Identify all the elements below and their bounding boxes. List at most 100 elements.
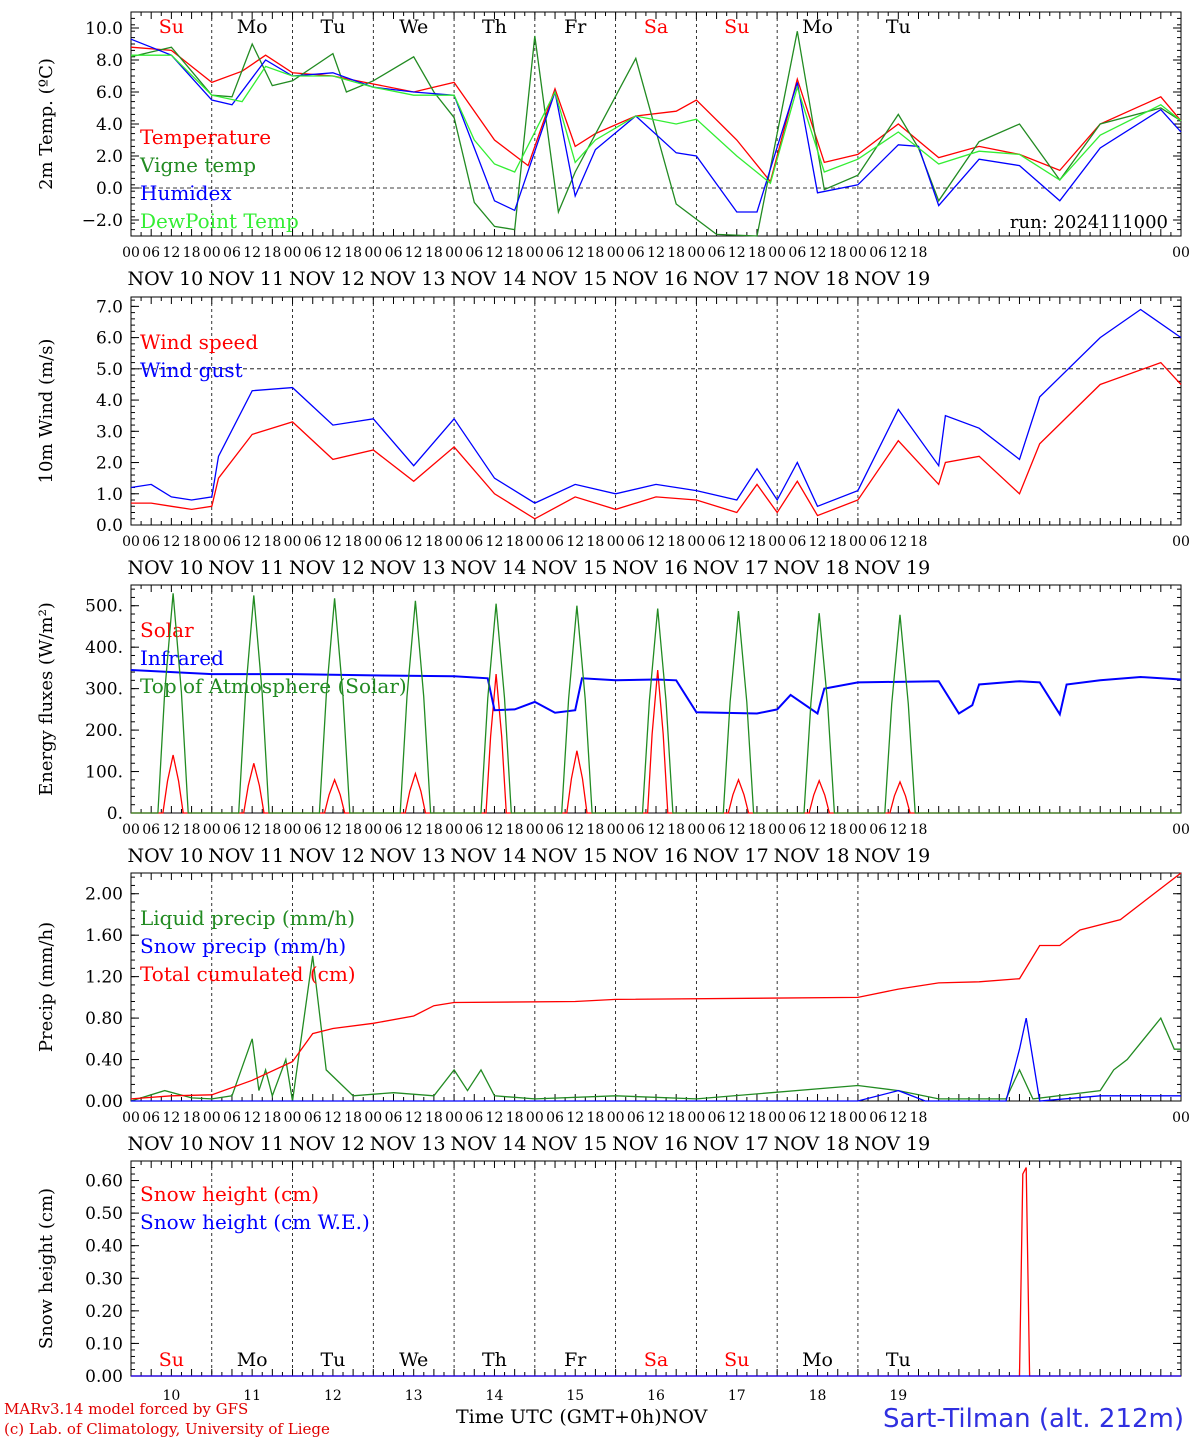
y-tick-label: 1.60 — [85, 926, 123, 946]
x-tick-label: 06 — [546, 1110, 564, 1126]
x-tick-label: 00 — [849, 1110, 867, 1126]
plot-frame — [130, 11, 1182, 237]
date-label: NOV 19 — [854, 1133, 930, 1155]
x-tick-label: 12 — [324, 245, 342, 261]
x-tick-label: 12 — [647, 534, 665, 550]
y-tick-label: 7.0 — [96, 297, 123, 317]
x-tick-label: 00 — [1172, 534, 1190, 550]
day-number: 10 — [162, 1388, 180, 1404]
day-number: 17 — [728, 1388, 746, 1404]
panel-energy: 500. 400. 300. 200. 100. 0. Energy fluxes (W/m… — [36, 584, 1190, 867]
x-tick-label: 06 — [869, 245, 887, 261]
x-tick-label: 00 — [203, 534, 221, 550]
series-line-snow-precip-mm-h- — [131, 1017, 1181, 1102]
x-tick-label: 12 — [324, 1110, 342, 1126]
day-number: 18 — [809, 1388, 827, 1404]
y-axis-label: Energy fluxes (W/m²) — [36, 602, 57, 796]
x-tick-label: 12 — [243, 534, 261, 550]
legend-entry: DewPoint Temp — [140, 209, 299, 233]
x-tick-label: 06 — [465, 245, 483, 261]
x-axis-label: Time UTC (GMT+0h)NOV — [456, 1406, 707, 1428]
x-tick-label: 06 — [546, 534, 564, 550]
weekday-label: Tu — [886, 16, 911, 38]
date-label: NOV 11 — [208, 557, 284, 579]
date-label: NOV 17 — [693, 1133, 769, 1155]
x-tick-label: 18 — [506, 245, 524, 261]
x-tick-label: 06 — [142, 245, 160, 261]
legend-entry: Temperature — [140, 125, 271, 149]
y-tick-label: 0.80 — [85, 1009, 123, 1029]
day-number: 19 — [889, 1388, 907, 1404]
x-tick-label: 06 — [708, 245, 726, 261]
x-tick-label: 12 — [486, 245, 504, 261]
weekday-label: We — [399, 16, 428, 38]
series-line-wind-gust — [130, 308, 1182, 508]
x-tick-label: 00 — [687, 822, 705, 838]
x-tick-label: 06 — [788, 1110, 806, 1126]
y-tick-label: 8.0 — [96, 51, 123, 71]
date-label: NOV 11 — [208, 268, 284, 290]
x-tick-label: 12 — [243, 1110, 261, 1126]
x-tick-label: 12 — [162, 245, 180, 261]
x-tick-label: 06 — [142, 822, 160, 838]
credit-line-2: (c) Lab. of Climatology, University of L… — [4, 1420, 330, 1438]
y-tick-label: −2.0 — [82, 211, 123, 231]
station-name: Sart-Tilman (alt. 212m) — [883, 1404, 1184, 1434]
x-tick-label: 12 — [647, 245, 665, 261]
y-tick-label: 0.50 — [85, 1204, 123, 1224]
x-tick-label: 00 — [687, 245, 705, 261]
x-tick-label: 12 — [889, 822, 907, 838]
x-tick-label: 18 — [587, 822, 605, 838]
x-tick-label: 00 — [122, 534, 140, 550]
x-tick-label: 06 — [304, 245, 322, 261]
x-tick-label: 18 — [910, 1110, 928, 1126]
series-line-wind-speed — [131, 361, 1182, 520]
x-tick-label: 06 — [546, 822, 564, 838]
x-tick-label: 18 — [667, 822, 685, 838]
x-tick-label: 06 — [627, 1110, 645, 1126]
x-tick-label: 06 — [304, 534, 322, 550]
weekday-label: Sa — [644, 16, 668, 38]
x-tick-label: 18 — [910, 822, 928, 838]
x-tick-label: 12 — [243, 245, 261, 261]
series-line-temperature — [130, 46, 1182, 184]
y-tick-label: 2.00 — [85, 885, 123, 905]
x-tick-label: 00 — [1172, 822, 1190, 838]
date-label: NOV 13 — [370, 557, 446, 579]
date-label: NOV 12 — [289, 268, 365, 290]
legend-entry: Solar — [140, 618, 194, 642]
date-label: NOV 13 — [370, 1133, 446, 1155]
panel-precip: 2.00 1.60 1.20 0.80 0.40 0.00 Precip (mm/h) Liq… — [36, 872, 1190, 1155]
date-label: NOV 13 — [370, 845, 446, 867]
x-tick-label: 06 — [708, 1110, 726, 1126]
x-tick-label: 12 — [728, 822, 746, 838]
x-tick-label: 00 — [122, 822, 140, 838]
y-tick-label: 6.0 — [96, 83, 123, 103]
x-tick-label: 12 — [647, 822, 665, 838]
x-tick-label: 18 — [183, 534, 201, 550]
credit-line-1: MARv3.14 model forced by GFS — [4, 1400, 249, 1418]
y-tick-label: 0.30 — [85, 1269, 123, 1289]
x-tick-label: 06 — [465, 534, 483, 550]
x-tick-label: 12 — [809, 1110, 827, 1126]
x-tick-label: 00 — [687, 534, 705, 550]
y-tick-label: 0.60 — [85, 1172, 123, 1192]
x-tick-label: 00 — [687, 1110, 705, 1126]
date-label: NOV 18 — [774, 268, 850, 290]
weekday-label: Su — [159, 16, 184, 38]
x-tick-label: 00 — [445, 1110, 463, 1126]
day-number: 11 — [243, 1388, 261, 1404]
x-tick-label: 00 — [445, 245, 463, 261]
x-tick-label: 00 — [607, 822, 625, 838]
x-tick-label: 12 — [405, 1110, 423, 1126]
x-tick-label: 18 — [587, 245, 605, 261]
y-axis-label: Precip (mm/h) — [36, 922, 57, 1052]
x-tick-label: 18 — [263, 822, 281, 838]
x-tick-label: 06 — [708, 822, 726, 838]
series-line-top-of-atmosphere-solar- — [131, 593, 1181, 814]
run-label: run: 2024111000 — [1010, 212, 1168, 233]
x-tick-label: 06 — [385, 822, 403, 838]
weekday-label: Tu — [320, 1349, 345, 1371]
x-tick-label: 06 — [869, 1110, 887, 1126]
